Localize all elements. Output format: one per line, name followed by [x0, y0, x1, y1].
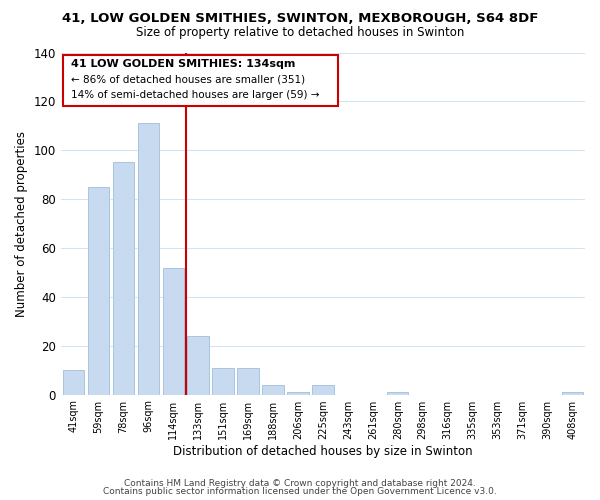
Bar [113, 162, 134, 394]
Y-axis label: Number of detached properties: Number of detached properties [15, 130, 28, 316]
Text: ← 86% of detached houses are smaller (351): ← 86% of detached houses are smaller (35… [71, 74, 305, 85]
Bar [238, 368, 259, 394]
Bar [562, 392, 583, 394]
Text: 41 LOW GOLDEN SMITHIES: 134sqm: 41 LOW GOLDEN SMITHIES: 134sqm [71, 58, 295, 68]
Bar [212, 368, 233, 394]
Text: Size of property relative to detached houses in Swinton: Size of property relative to detached ho… [136, 26, 464, 39]
Text: Contains public sector information licensed under the Open Government Licence v3: Contains public sector information licen… [103, 487, 497, 496]
Text: 14% of semi-detached houses are larger (59) →: 14% of semi-detached houses are larger (… [71, 90, 319, 101]
Bar [187, 336, 209, 394]
Bar [62, 370, 84, 394]
Bar [312, 385, 334, 394]
Bar [137, 124, 159, 394]
Text: 41, LOW GOLDEN SMITHIES, SWINTON, MEXBOROUGH, S64 8DF: 41, LOW GOLDEN SMITHIES, SWINTON, MEXBOR… [62, 12, 538, 26]
FancyBboxPatch shape [63, 55, 338, 106]
Bar [387, 392, 409, 394]
Bar [163, 268, 184, 394]
Bar [287, 392, 308, 394]
Bar [88, 187, 109, 394]
Text: Contains HM Land Registry data © Crown copyright and database right 2024.: Contains HM Land Registry data © Crown c… [124, 478, 476, 488]
X-axis label: Distribution of detached houses by size in Swinton: Distribution of detached houses by size … [173, 444, 473, 458]
Bar [262, 385, 284, 394]
